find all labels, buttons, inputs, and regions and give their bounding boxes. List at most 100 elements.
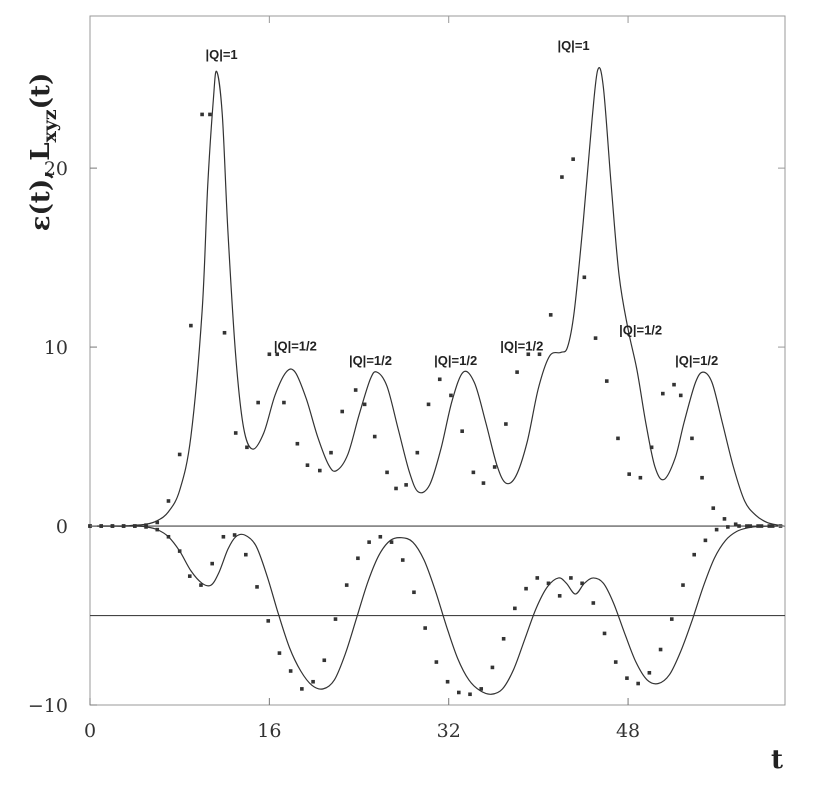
data-point-s1-60 (759, 524, 764, 528)
data-point-s0-37 (492, 465, 497, 469)
data-point-s1-13 (232, 533, 237, 537)
y-axis-title: ε(t), Lxyz(t) (26, 73, 61, 232)
data-point-s1-9 (187, 574, 192, 578)
data-point-s0-18 (282, 400, 286, 405)
peak-label: |Q|=1/2 (500, 339, 543, 354)
data-point-s1-61 (770, 524, 775, 528)
data-point-s1-22 (333, 617, 338, 621)
data-point-s1-28 (400, 558, 405, 562)
x-tick-label: 16 (257, 720, 281, 742)
data-point-s1-34 (468, 692, 472, 697)
data-point-s1-55 (703, 538, 708, 543)
data-point-s0-57 (711, 506, 716, 510)
data-point-s1-47 (613, 660, 618, 664)
data-point-s1-58 (737, 524, 741, 528)
data-point-s1-45 (591, 601, 596, 605)
data-point-s1-37 (501, 636, 506, 641)
data-point-s1-48 (625, 676, 629, 680)
data-point-s0-7 (166, 499, 171, 503)
data-point-s1-2 (110, 524, 115, 528)
y-tick-label: 20 (44, 158, 68, 180)
peak-label: |Q|=1 (205, 47, 237, 62)
data-point-s0-26 (372, 434, 377, 439)
x-tick-label: 0 (84, 720, 96, 742)
data-point-s0-41 (537, 352, 542, 357)
data-point-s0-8 (177, 452, 182, 457)
data-point-s1-6 (155, 527, 160, 532)
data-point-s1-35 (479, 687, 484, 691)
data-point-s0-35 (471, 470, 476, 475)
data-point-s0-6 (155, 520, 160, 525)
data-point-s0-48 (616, 436, 620, 441)
data-point-s1-36 (490, 665, 495, 670)
data-point-s0-14 (245, 445, 249, 450)
y-tick-label: 10 (44, 337, 68, 359)
axis-ticks: 0 16 32 48 −10 0 10 20 (28, 16, 785, 742)
data-point-s0-42 (548, 313, 553, 317)
data-point-s1-7 (166, 534, 171, 539)
data-point-s0-59 (733, 522, 738, 527)
series-line-0 (89, 67, 786, 527)
plot-frame (89, 15, 786, 706)
data-point-s1-4 (133, 524, 137, 528)
reference-lines (90, 525, 785, 617)
data-point-s0-13 (233, 431, 238, 435)
data-point-s0-46 (593, 336, 598, 340)
peak-label: |Q|=1/2 (619, 323, 662, 338)
data-point-s1-30 (423, 626, 427, 630)
data-point-s0-17 (275, 352, 280, 357)
x-tick-label: 32 (437, 720, 461, 742)
series-line-1 (89, 525, 786, 695)
data-point-s1-5 (144, 525, 148, 529)
data-point-s1-57 (726, 525, 730, 529)
data-point-s1-39 (524, 586, 528, 591)
x-tick-label: 48 (616, 720, 640, 742)
data-point-s1-1 (99, 524, 104, 528)
data-point-s0-62 (767, 524, 772, 528)
data-point-s1-33 (456, 690, 461, 695)
data-point-s0-9 (189, 323, 193, 328)
data-point-s1-50 (647, 670, 652, 675)
peak-annotations: |Q|=1 |Q|=1/2 |Q|=1/2 |Q|=1/2 |Q|=1/2 |Q|=1 |Q… (205, 38, 718, 368)
data-point-s0-47 (604, 379, 609, 383)
data-point-s0-24 (353, 388, 358, 392)
data-point-s1-18 (288, 669, 293, 673)
data-point-s0-31 (426, 402, 431, 407)
y-tick-label: −10 (28, 695, 68, 717)
data-point-s0-55 (690, 436, 694, 441)
data-point-s0-32 (437, 377, 442, 382)
data-point-s1-38 (513, 606, 517, 611)
data-point-s1-31 (434, 660, 439, 664)
data-point-s1-21 (322, 658, 327, 663)
data-point-s0-39 (515, 370, 519, 374)
y-tick-label: 0 (56, 516, 68, 538)
data-point-s1-25 (367, 540, 371, 544)
data-point-s0-25 (362, 402, 367, 407)
data-point-s1-11 (210, 561, 214, 566)
data-point-s0-28 (394, 486, 398, 491)
data-point-s0-52 (661, 391, 665, 396)
data-point-s1-23 (344, 583, 349, 587)
data-point-s1-54 (692, 552, 697, 557)
data-point-s0-10 (200, 112, 204, 117)
data-point-s0-16 (267, 352, 272, 357)
series-markers (88, 112, 783, 697)
data-point-s0-33 (449, 393, 453, 398)
data-point-s1-3 (121, 524, 126, 528)
peak-label: |Q|=1/2 (434, 353, 477, 368)
data-point-s1-49 (636, 681, 640, 686)
data-point-s0-44 (571, 157, 575, 161)
peak-label: |Q|=1 (557, 38, 589, 53)
peak-label: |Q|=1/2 (349, 353, 392, 368)
peak-label: |Q|=1/2 (675, 353, 718, 368)
data-point-s1-24 (356, 556, 360, 561)
peak-label: |Q|=1/2 (274, 339, 317, 354)
data-point-s0-21 (317, 468, 322, 473)
data-point-s0-29 (404, 483, 408, 487)
data-point-s0-22 (329, 450, 333, 455)
data-point-s1-8 (177, 549, 182, 553)
data-point-s0-43 (560, 175, 564, 179)
data-point-s1-51 (658, 647, 663, 652)
data-point-s1-52 (669, 617, 674, 621)
